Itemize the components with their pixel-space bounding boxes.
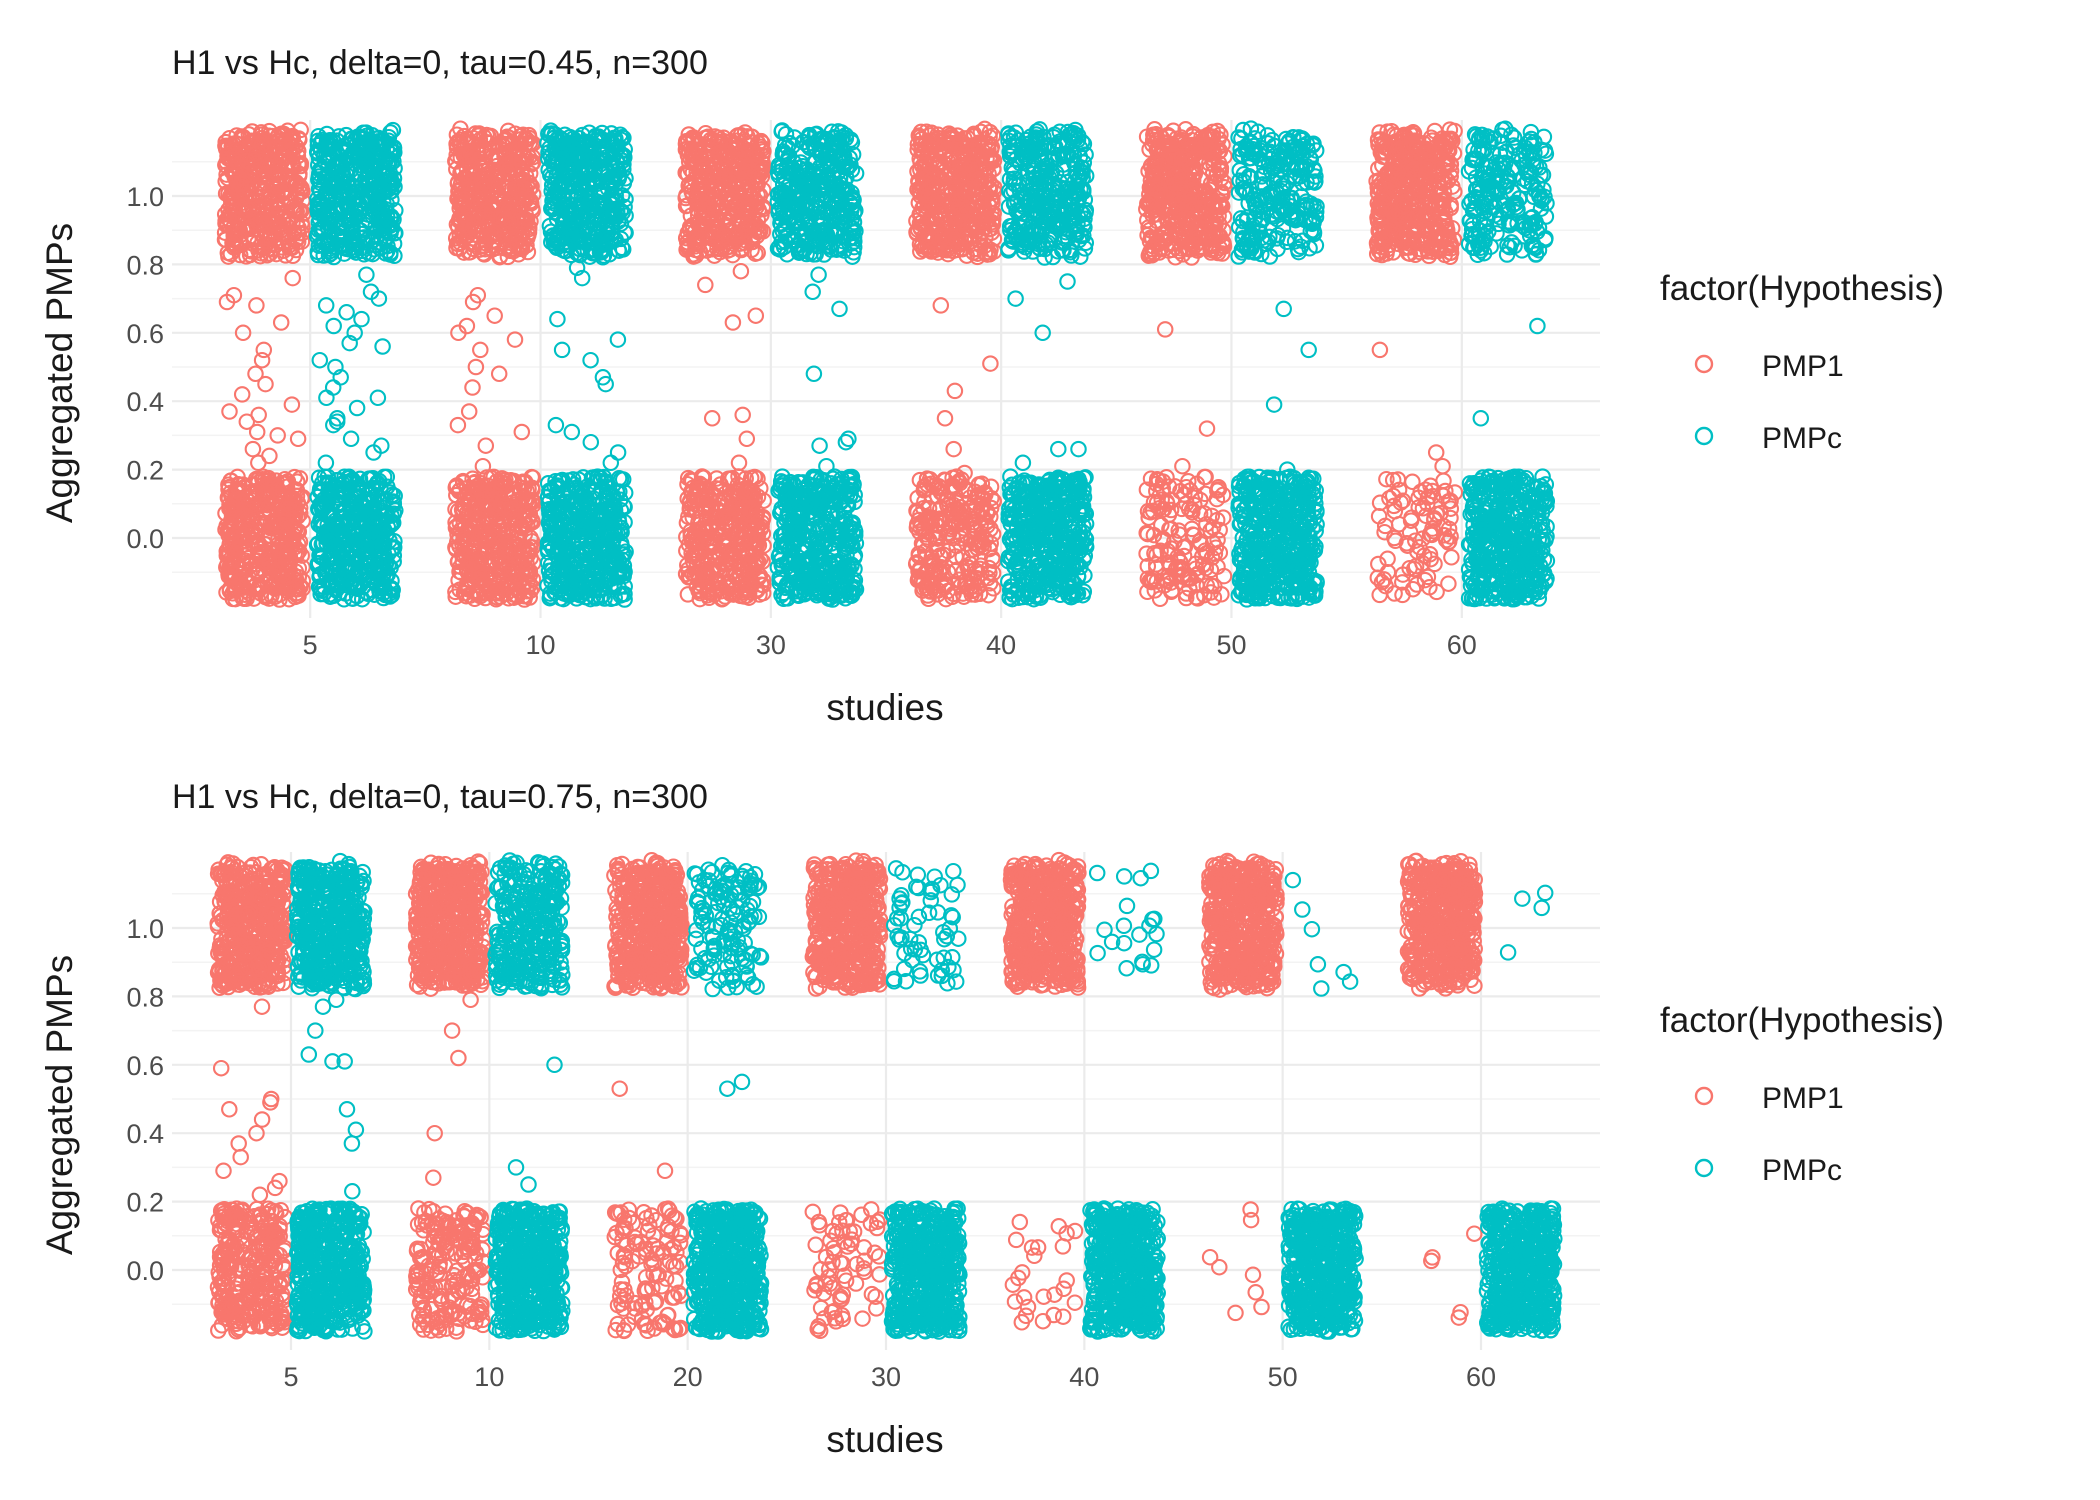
x-tick-label: 10 <box>525 630 555 660</box>
point-pmp1 <box>286 271 300 285</box>
point-pmp1 <box>1200 421 1214 435</box>
y-tick-label: 0.4 <box>126 387 164 417</box>
point-pmp1 <box>473 343 487 357</box>
point-pmp1 <box>465 380 479 394</box>
point-pmp1 <box>291 432 305 446</box>
point-pmp1 <box>1435 459 1449 473</box>
point-pmp1 <box>934 298 948 312</box>
point-pmp1 <box>235 387 249 401</box>
point-pmp1 <box>726 315 740 329</box>
x-tick-label: 30 <box>756 630 786 660</box>
point-pmp1 <box>488 309 502 323</box>
point-pmp1 <box>257 343 271 357</box>
point-pmp1 <box>698 278 712 292</box>
point-pmp1 <box>749 309 763 323</box>
y-tick-label: 0.0 <box>126 524 164 554</box>
point-pmp1 <box>732 456 746 470</box>
point-pmp1 <box>1429 445 1443 459</box>
point-pmp1 <box>274 315 288 329</box>
point-pmp1 <box>736 408 750 422</box>
point-pmp1 <box>983 356 997 370</box>
point-pmp1 <box>740 432 754 446</box>
y-tick-label: 1.0 <box>126 182 164 212</box>
x-tick-label: 50 <box>1216 630 1246 660</box>
point-pmp1 <box>947 442 961 456</box>
point-pmp1 <box>285 397 299 411</box>
point-pmp1 <box>1158 322 1172 336</box>
y-tick-label: 0.8 <box>126 250 164 280</box>
point-pmp1 <box>508 332 522 346</box>
y-tick-label: 0.2 <box>126 456 164 486</box>
x-tick-label: 5 <box>303 630 318 660</box>
point-pmp1 <box>222 404 236 418</box>
top-chart-title: H1 vs Hc, delta=0, tau=0.45, n=300 <box>172 44 708 82</box>
point-pmp1 <box>1405 475 1419 489</box>
point-pmp1 <box>1436 474 1450 488</box>
x-tick-label: 40 <box>986 630 1016 660</box>
y-tick-label: 0.6 <box>126 319 164 349</box>
point-pmp1 <box>1444 550 1458 564</box>
point-pmp1 <box>451 418 465 432</box>
point-pmp1 <box>492 367 506 381</box>
point-pmp1 <box>705 411 719 425</box>
point-pmp1 <box>240 415 254 429</box>
point-pmp1 <box>246 442 260 456</box>
point-pmp1 <box>734 264 748 278</box>
top-plot-area: 0.0 0.2 0.4 0.6 0.8 1.0 5 10 30 40 50 60 <box>126 120 1600 660</box>
top-chart-panel: H1 vs Hc, delta=0, tau=0.45, n=300 0.00.… <box>39 44 1600 728</box>
point-pmp1 <box>251 456 265 470</box>
point-pmp1 <box>479 439 493 453</box>
point-pmp1 <box>515 425 529 439</box>
point-pmp1 <box>1175 459 1189 473</box>
point-pmp1 <box>248 367 262 381</box>
x-tick-label: 60 <box>1447 630 1477 660</box>
point-pmp1 <box>249 298 263 312</box>
point-pmp1 <box>938 411 952 425</box>
point-pmp1 <box>1373 343 1387 357</box>
point-pmp1 <box>948 384 962 398</box>
point-pmp1 <box>462 404 476 418</box>
